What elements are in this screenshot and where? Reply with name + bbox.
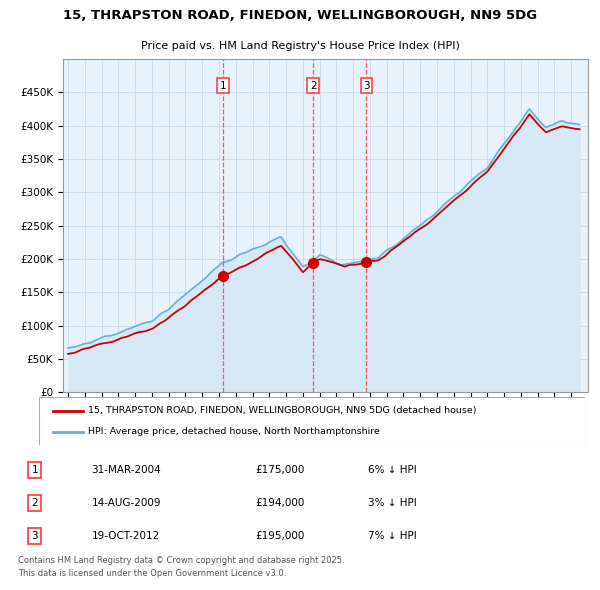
Text: 7% ↓ HPI: 7% ↓ HPI xyxy=(368,531,416,540)
Text: 31-MAR-2004: 31-MAR-2004 xyxy=(91,466,161,475)
Text: 3% ↓ HPI: 3% ↓ HPI xyxy=(368,498,416,508)
Text: 1: 1 xyxy=(220,81,226,91)
Text: Contains HM Land Registry data © Crown copyright and database right 2025.
This d: Contains HM Land Registry data © Crown c… xyxy=(18,556,344,578)
Text: 19-OCT-2012: 19-OCT-2012 xyxy=(91,531,160,540)
Text: 2: 2 xyxy=(32,498,38,508)
Text: 14-AUG-2009: 14-AUG-2009 xyxy=(91,498,161,508)
Text: HPI: Average price, detached house, North Northamptonshire: HPI: Average price, detached house, Nort… xyxy=(88,427,380,437)
Text: 2: 2 xyxy=(310,81,317,91)
Text: 6% ↓ HPI: 6% ↓ HPI xyxy=(368,466,416,475)
Text: 3: 3 xyxy=(32,531,38,540)
Text: £175,000: £175,000 xyxy=(255,466,304,475)
Text: 3: 3 xyxy=(363,81,370,91)
Text: 15, THRAPSTON ROAD, FINEDON, WELLINGBOROUGH, NN9 5DG (detached house): 15, THRAPSTON ROAD, FINEDON, WELLINGBORO… xyxy=(88,406,476,415)
Text: 1: 1 xyxy=(32,466,38,475)
Text: £195,000: £195,000 xyxy=(255,531,304,540)
Text: £194,000: £194,000 xyxy=(255,498,304,508)
Text: Price paid vs. HM Land Registry's House Price Index (HPI): Price paid vs. HM Land Registry's House … xyxy=(140,41,460,51)
Text: 15, THRAPSTON ROAD, FINEDON, WELLINGBOROUGH, NN9 5DG: 15, THRAPSTON ROAD, FINEDON, WELLINGBORO… xyxy=(63,9,537,22)
